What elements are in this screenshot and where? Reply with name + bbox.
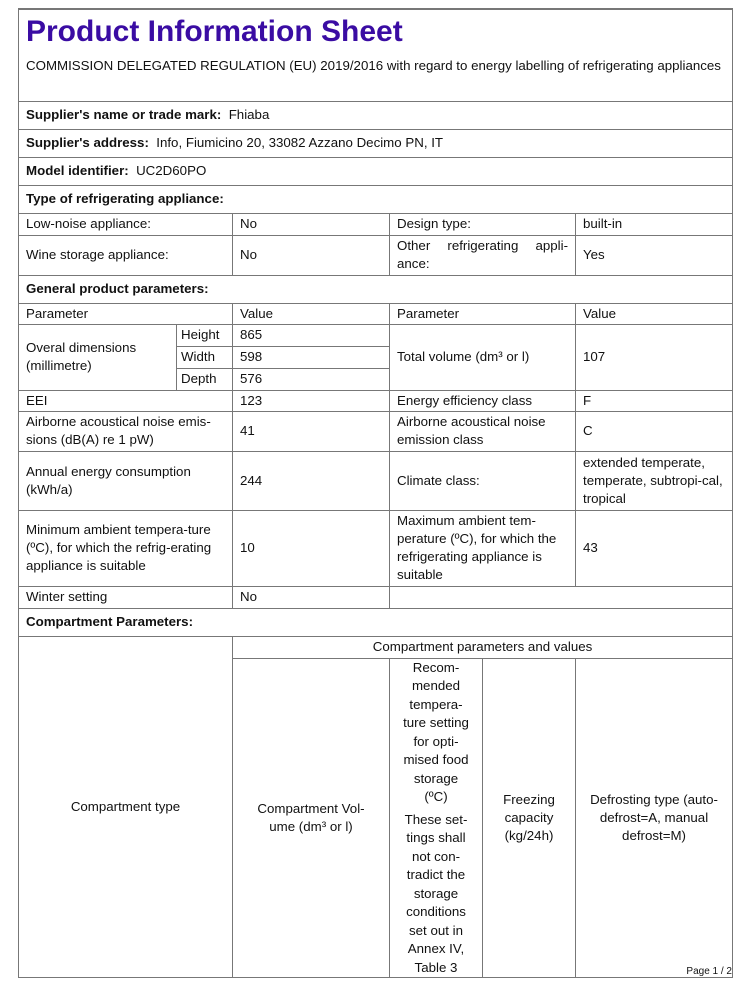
regulation-text: COMMISSION DELEGATED REGULATION (EU) 201… xyxy=(26,58,721,73)
compartment-table: Compartment type Compartment parameters … xyxy=(18,635,734,979)
freezing-capacity-header: Freezing capacity (kg/24h) xyxy=(482,657,576,978)
product-information-sheet: Product Information Sheet COMMISSION DEL… xyxy=(17,8,734,979)
general-heading: General product parameters: xyxy=(17,274,734,304)
defrosting-type-header: Defrosting type (auto-defrost=A, manual … xyxy=(574,657,734,978)
address-label: Supplier's address: xyxy=(26,135,149,150)
height-label: Height xyxy=(176,323,233,347)
table-row: Annual energy consumption (kWh/a) 244 Cl… xyxy=(18,450,734,511)
compartment-group-header: Compartment parameters and values xyxy=(231,635,734,659)
header-value-2: Value xyxy=(574,302,734,325)
width-label: Width xyxy=(176,345,233,369)
winter-setting-label: Winter setting xyxy=(18,585,233,609)
param-value: 123 xyxy=(232,389,390,412)
depth-label: Depth xyxy=(176,367,233,391)
temperature-header: Recom-mended tempera-ture setting for op… xyxy=(403,659,469,805)
low-noise-label: Low-noise appliance: xyxy=(18,212,233,236)
other-appliance-value: Yes xyxy=(574,234,734,276)
param-label: Annual energy consumption (kWh/a) xyxy=(18,450,233,511)
param-label: Climate class: xyxy=(389,450,576,511)
param-label: Energy efficiency class xyxy=(389,389,576,412)
param-value: C xyxy=(574,410,734,452)
total-volume-value: 107 xyxy=(574,323,734,391)
compartment-type-header: Compartment type xyxy=(18,635,233,978)
param-value: extended temperate, temperate, subtropi-… xyxy=(574,450,734,511)
winter-setting-value: No xyxy=(232,585,390,609)
header-value: Value xyxy=(232,302,390,325)
design-type-label: Design type: xyxy=(389,212,576,236)
table-row: Winter setting No xyxy=(18,585,734,609)
low-noise-value: No xyxy=(232,212,390,236)
height-value: 865 xyxy=(232,323,390,347)
design-type-value: built-in xyxy=(574,212,734,236)
compartment-heading: Compartment Parameters: xyxy=(17,607,734,637)
wine-storage-value: No xyxy=(232,234,390,276)
param-value: F xyxy=(574,389,734,412)
param-value: 244 xyxy=(232,450,390,511)
depth-value: 576 xyxy=(232,367,390,391)
param-value: 41 xyxy=(232,410,390,452)
temperature-note: These set-tings shall not con-tradict th… xyxy=(404,811,468,975)
param-value: 43 xyxy=(574,509,734,587)
table-row: Wine storage appliance: No Other refrige… xyxy=(18,234,734,276)
table-row: Airborne acoustical noise emis-sions (dB… xyxy=(18,410,734,452)
total-volume-label: Total volume (dm³ or l) xyxy=(389,323,576,391)
param-value: 10 xyxy=(232,509,390,587)
type-heading: Type of refrigerating appliance: xyxy=(17,184,734,214)
dimensions-label: Overal dimensions (millimetre) xyxy=(18,323,177,391)
page-number: Page 1 / 2 xyxy=(686,966,732,977)
compartment-volume-header: Compartment Vol-ume (dm³ or l) xyxy=(232,657,390,978)
param-label: Airborne acoustical noise emission class xyxy=(389,410,576,452)
info-table: Product Information Sheet COMMISSION DEL… xyxy=(17,8,734,637)
table-header-row: Parameter Value Parameter Value xyxy=(18,302,734,325)
page-title: Product Information Sheet xyxy=(26,15,403,48)
supplier-label: Supplier's name or trade mark: xyxy=(26,107,222,122)
param-label: Maximum ambient tem-perature (ºC), for w… xyxy=(389,509,576,587)
header-parameter: Parameter xyxy=(18,302,233,325)
width-value: 598 xyxy=(232,345,390,369)
table-row: EEI 123 Energy efficiency class F xyxy=(18,389,734,412)
model-value: UC2D60PO xyxy=(136,163,207,178)
param-label: Airborne acoustical noise emis-sions (dB… xyxy=(18,410,233,452)
table-row: Low-noise appliance: No Design type: bui… xyxy=(18,212,734,236)
supplier-value: Fhiaba xyxy=(228,107,270,122)
model-label: Model identifier: xyxy=(26,163,129,178)
wine-storage-label: Wine storage appliance: xyxy=(18,234,233,276)
table-row: Minimum ambient tempera-ture (ºC), for w… xyxy=(18,509,734,587)
header-parameter-2: Parameter xyxy=(389,302,576,325)
other-appliance-label: Other refrigerating appli-ance: xyxy=(389,234,576,276)
param-label: Minimum ambient tempera-ture (ºC), for w… xyxy=(18,509,233,587)
param-label: EEI xyxy=(18,389,233,412)
address-value: Info, Fiumicino 20, 33082 Azzano Decimo … xyxy=(156,135,444,150)
empty-cell xyxy=(388,585,734,609)
